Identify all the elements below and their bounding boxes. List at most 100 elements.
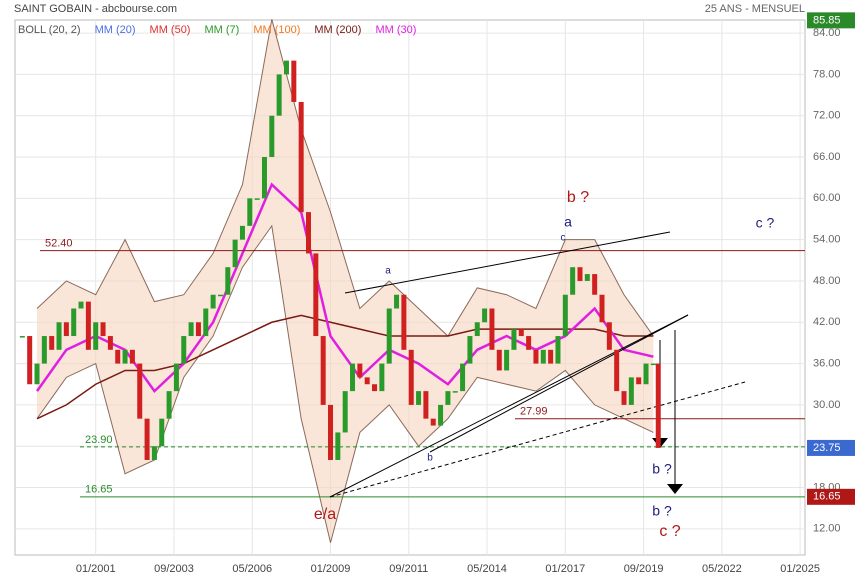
candle — [555, 336, 561, 364]
y-tick-label: 54.00 — [813, 234, 841, 246]
candle — [655, 363, 661, 448]
y-tick-label: 12.00 — [813, 523, 841, 535]
candle — [496, 349, 502, 371]
x-tick-label: 09/2003 — [154, 563, 194, 575]
level-label: 52.40 — [45, 238, 73, 250]
candle — [129, 349, 135, 364]
candle — [452, 391, 458, 393]
legend-entry: MM (30) — [375, 24, 416, 36]
candle — [78, 301, 84, 309]
level-label: 27.99 — [520, 406, 548, 418]
candle — [518, 329, 524, 337]
candle — [482, 308, 488, 323]
candle — [166, 391, 172, 419]
candle — [276, 74, 282, 116]
candle — [247, 198, 253, 226]
candle — [621, 391, 627, 405]
candle — [460, 363, 466, 392]
candle — [283, 60, 289, 75]
price-badge — [807, 12, 855, 29]
level-label: 23.90 — [85, 434, 113, 446]
candle — [27, 336, 33, 385]
candle — [49, 336, 55, 350]
x-tick-label: 09/2019 — [624, 563, 664, 575]
x-tick-label: 01/2009 — [311, 563, 351, 575]
legend-entry: MM (7) — [204, 24, 239, 36]
candle — [350, 363, 356, 392]
legend-entry: MM (100) — [253, 24, 300, 36]
candle — [137, 363, 143, 419]
candle — [298, 101, 304, 213]
annotation: b ? — [567, 189, 589, 206]
candle — [540, 349, 546, 364]
candle — [217, 294, 223, 297]
candle — [570, 267, 576, 295]
candle — [548, 349, 554, 364]
trend-line — [329, 381, 746, 498]
x-tick-label: 05/2006 — [232, 563, 272, 575]
x-tick-label: 01/2017 — [545, 563, 585, 575]
candle — [320, 336, 326, 405]
y-tick-label: 42.00 — [813, 316, 841, 328]
candle — [636, 377, 642, 385]
band-upper — [36, 19, 654, 337]
candle — [342, 391, 348, 433]
candle — [85, 301, 91, 350]
chart-subtitle: 25 ANS - MENSUEL — [705, 3, 805, 15]
price-badge-label: 85.85 — [813, 14, 841, 26]
annotation: c — [561, 233, 566, 244]
candle — [225, 267, 231, 295]
candle — [254, 198, 260, 200]
candle — [328, 404, 334, 460]
candle — [41, 336, 47, 364]
candle — [71, 308, 77, 337]
candle — [100, 322, 106, 337]
y-tick-label: 30.00 — [813, 399, 841, 411]
x-tick-label: 01/2001 — [76, 563, 116, 575]
annotation: b ? — [652, 503, 672, 519]
candle — [445, 391, 451, 405]
candle — [386, 308, 392, 364]
candle — [606, 322, 612, 350]
candle — [599, 294, 605, 323]
y-tick-label: 60.00 — [813, 192, 841, 204]
candle — [628, 377, 634, 405]
price-badge — [807, 488, 855, 505]
candle — [511, 329, 517, 350]
price-badge — [807, 439, 855, 456]
trend-line — [344, 231, 671, 294]
annotation: c ? — [659, 523, 680, 540]
candle — [19, 336, 25, 338]
candle — [34, 363, 40, 385]
candle — [357, 363, 363, 378]
candle — [56, 322, 62, 350]
candle — [430, 418, 436, 426]
candle — [305, 212, 311, 254]
candle — [335, 432, 341, 460]
candle — [173, 363, 179, 392]
candle — [526, 336, 532, 350]
candle — [63, 322, 69, 337]
candle — [122, 349, 128, 364]
candle — [239, 225, 245, 240]
annotation: a — [385, 266, 391, 277]
legend-entry: MM (200) — [314, 24, 361, 36]
candle — [438, 404, 444, 426]
candle — [474, 322, 480, 337]
candle — [650, 363, 656, 366]
trend-line — [329, 314, 689, 498]
x-tick-label: 05/2022 — [702, 563, 742, 575]
candle — [115, 349, 121, 364]
candle — [562, 294, 568, 337]
price-badge-label: 16.65 — [813, 491, 841, 503]
candle — [614, 349, 620, 392]
bollinger-band — [37, 19, 654, 543]
candle — [313, 253, 319, 337]
candle — [159, 418, 165, 447]
candle — [261, 157, 267, 199]
candle — [577, 267, 583, 281]
candle — [533, 349, 539, 364]
candle — [291, 60, 297, 102]
